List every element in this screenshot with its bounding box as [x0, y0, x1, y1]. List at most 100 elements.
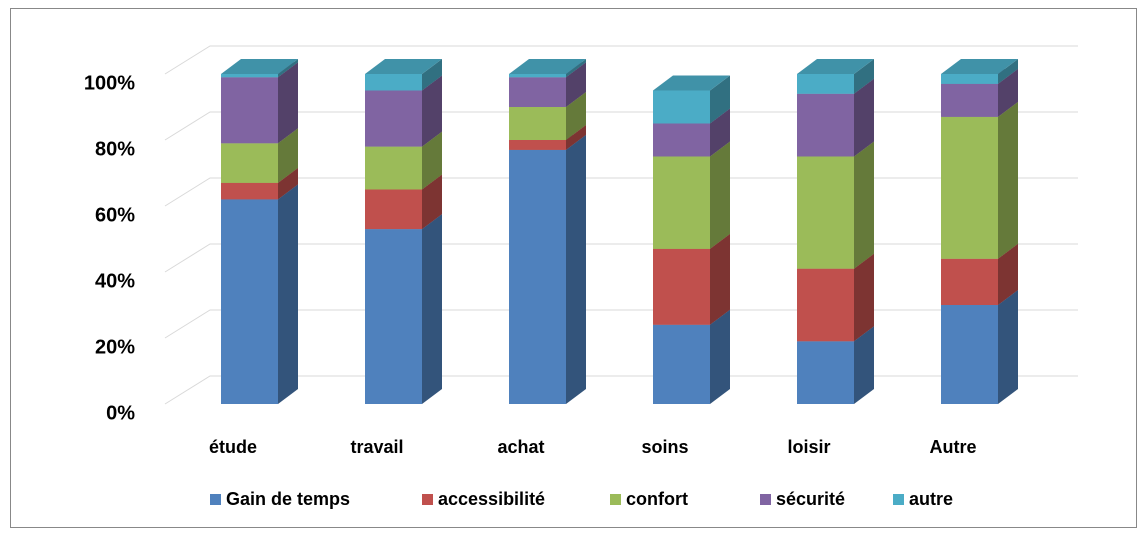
legend-label: confort — [626, 489, 688, 509]
grid-line — [164, 177, 1078, 207]
bar-front — [797, 156, 854, 269]
bar-side — [854, 141, 874, 269]
grid-line — [164, 309, 1078, 339]
bar-front — [653, 324, 710, 404]
bar-side — [278, 184, 298, 404]
bar-side — [710, 75, 730, 124]
grid-line — [164, 45, 1078, 75]
bar-front — [365, 90, 422, 147]
bar-side — [998, 243, 1018, 305]
bar-segment — [797, 59, 874, 94]
bar-side — [710, 108, 730, 157]
bar-side — [566, 134, 586, 404]
bar-front — [941, 83, 998, 117]
bar-front — [221, 77, 278, 144]
bar-segment — [509, 134, 586, 404]
bar-side — [422, 174, 442, 230]
bar-segment — [509, 59, 586, 78]
bar-segment — [941, 290, 1018, 404]
bar-top — [365, 59, 442, 74]
bar-side — [854, 78, 874, 157]
bar-side — [998, 290, 1018, 404]
bar-side — [566, 92, 586, 140]
bar-segment — [221, 59, 298, 78]
bar-front — [653, 123, 710, 157]
legend-swatch — [422, 494, 433, 505]
bar-front — [221, 143, 278, 183]
bar-front — [221, 182, 278, 200]
bar-front — [509, 149, 566, 404]
bar-front — [653, 156, 710, 249]
x-tick-label: soins — [641, 437, 688, 457]
bar-front — [941, 116, 998, 259]
bar-segment — [221, 184, 298, 404]
legend-swatch — [210, 494, 221, 505]
y-tick-label: 60% — [95, 204, 135, 226]
bar-front — [365, 74, 422, 91]
bar-front — [365, 146, 422, 190]
bar-side — [854, 326, 874, 404]
bar-side — [998, 59, 1018, 84]
y-tick-label: 0% — [106, 402, 135, 424]
y-tick-label: 100% — [84, 72, 135, 94]
bar-front — [365, 229, 422, 404]
x-tick-label: étude — [209, 437, 257, 457]
bar-front — [797, 341, 854, 404]
grid-line — [164, 243, 1078, 273]
bar-side — [854, 59, 874, 94]
x-tick-label: achat — [497, 437, 544, 457]
bar-segment — [941, 101, 1018, 259]
bar-front — [365, 189, 422, 230]
bar-front — [653, 90, 710, 124]
bar-side — [422, 75, 442, 147]
legend-swatch — [610, 494, 621, 505]
legend-label: sécurité — [776, 489, 845, 509]
bar-side — [854, 253, 874, 342]
bar-front — [509, 140, 566, 150]
grid-line — [164, 111, 1078, 141]
bar-front — [221, 74, 278, 78]
bar-top — [221, 59, 298, 74]
bar-side — [278, 62, 298, 144]
bar-side — [422, 131, 442, 190]
bar-front — [941, 305, 998, 404]
bar-side — [998, 68, 1018, 117]
bar-side — [998, 101, 1018, 259]
bar-front — [221, 199, 278, 404]
bar-segment — [653, 141, 730, 249]
bar-side — [278, 128, 298, 183]
bar-side — [278, 59, 298, 78]
y-tick-label: 80% — [95, 138, 135, 160]
bar-front — [797, 74, 854, 94]
y-tick-label: 40% — [95, 270, 135, 292]
bar-top — [797, 59, 874, 74]
bar-side — [710, 309, 730, 404]
legend-swatch — [893, 494, 904, 505]
legend-label: Gain de temps — [226, 489, 350, 509]
bar-side — [278, 167, 298, 200]
grid-line — [164, 375, 1078, 405]
legend-label: autre — [909, 489, 953, 509]
bar-side — [710, 141, 730, 249]
bar-segment — [365, 59, 442, 91]
x-tick-label: loisir — [787, 437, 830, 457]
x-tick-label: travail — [350, 437, 403, 457]
bar-front — [509, 77, 566, 107]
bar-front — [941, 258, 998, 305]
bar-segment — [653, 75, 730, 124]
bar-front — [653, 248, 710, 325]
bar-top — [941, 59, 1018, 74]
bar-top — [653, 75, 730, 91]
bar-segment — [941, 59, 1018, 84]
bar-front — [941, 74, 998, 84]
bar-top — [509, 59, 586, 74]
bar-segment — [797, 141, 874, 269]
x-tick-label: Autre — [929, 437, 976, 457]
bar-side — [710, 233, 730, 325]
y-tick-label: 20% — [95, 336, 135, 358]
bar-front — [797, 93, 854, 157]
bar-front — [509, 107, 566, 140]
bar-segment — [365, 214, 442, 404]
bar-side — [422, 59, 442, 91]
